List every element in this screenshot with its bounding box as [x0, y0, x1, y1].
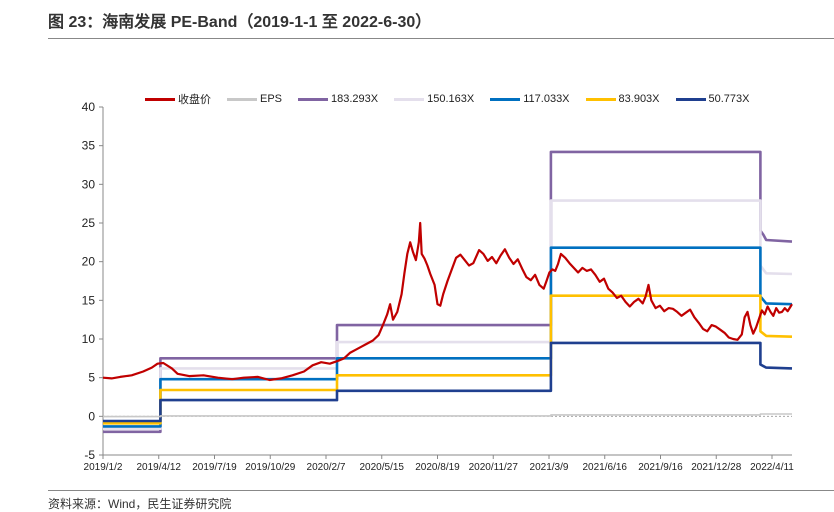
legend-item-band-3: 117.033X	[490, 91, 570, 107]
figure-title: 图 23：海南发展 PE-Band（2019-1-1 至 2022-6-30）	[48, 14, 432, 31]
legend-swatch-price	[145, 97, 175, 101]
legend-label-band-1: 183.293X	[331, 93, 379, 105]
y-tick-label: -5	[84, 448, 95, 462]
legend-item-band-5: 50.773X	[675, 91, 750, 107]
legend-label-band-2: 150.163X	[427, 93, 475, 105]
legend-label-band-3: 117.033X	[523, 93, 570, 105]
legend-swatch-band-2	[394, 97, 425, 101]
x-tick-label: 2019/4/12	[137, 462, 182, 473]
y-tick-label: 30	[82, 177, 96, 191]
x-tick-label: 2020/5/15	[360, 462, 405, 473]
legend-swatch-band-1	[298, 97, 329, 101]
x-tick-label: 2021/6/16	[583, 462, 628, 473]
series-band-150x	[103, 199, 793, 430]
x-tick-label: 2020/2/7	[307, 462, 346, 473]
x-tick-label: 2022/4/11	[750, 462, 794, 473]
legend-swatch-band-3	[490, 97, 521, 101]
x-tick-label: 2020/11/27	[469, 462, 519, 473]
source-divider	[48, 490, 834, 491]
legend-item-eps: EPS	[227, 91, 282, 107]
legend-label-eps: EPS	[260, 93, 283, 105]
legend-item-band-1: 183.293X	[298, 91, 378, 107]
legend-item-band-4: 83.903X	[585, 91, 660, 107]
x-tick-label: 2020/8/19	[415, 462, 460, 473]
legend-label-band-4: 83.903X	[618, 93, 660, 105]
x-tick-label: 2019/7/19	[192, 462, 237, 473]
y-tick-label: 10	[82, 332, 96, 346]
y-tick-label: 35	[82, 139, 96, 153]
series-band-51x	[103, 341, 793, 423]
y-tick-label: 5	[88, 371, 95, 385]
x-tick-label: 2021/9/16	[638, 462, 683, 473]
legend-swatch-band-5	[675, 97, 706, 101]
y-tick-label: 40	[82, 100, 96, 114]
x-tick-label: 2021/3/9	[530, 462, 569, 473]
x-tick-label: 2019/1/2	[84, 462, 123, 473]
legend-swatch-eps	[227, 97, 257, 101]
series-close-price	[102, 221, 793, 382]
title-divider	[48, 38, 834, 39]
legend-label-band-5: 50.773X	[708, 93, 750, 105]
x-tick-label: 2019/10/29	[245, 462, 295, 473]
y-tick-label: 15	[82, 293, 96, 307]
legend-item-price: 收盘价	[145, 91, 211, 107]
y-tick-label: 20	[82, 255, 96, 269]
series-eps	[103, 413, 792, 418]
legend-swatch-band-4	[585, 97, 616, 101]
x-tick-label: 2021/12/28	[691, 462, 741, 473]
legend-label-price: 收盘价	[178, 94, 211, 106]
y-tick-label: 0	[88, 409, 95, 423]
y-tick-label: 25	[82, 216, 96, 230]
chart-legend: 收盘价 EPS 183.293X 150.163X 117.033X 83.90…	[145, 91, 766, 107]
legend-item-band-2: 150.163X	[394, 91, 474, 107]
